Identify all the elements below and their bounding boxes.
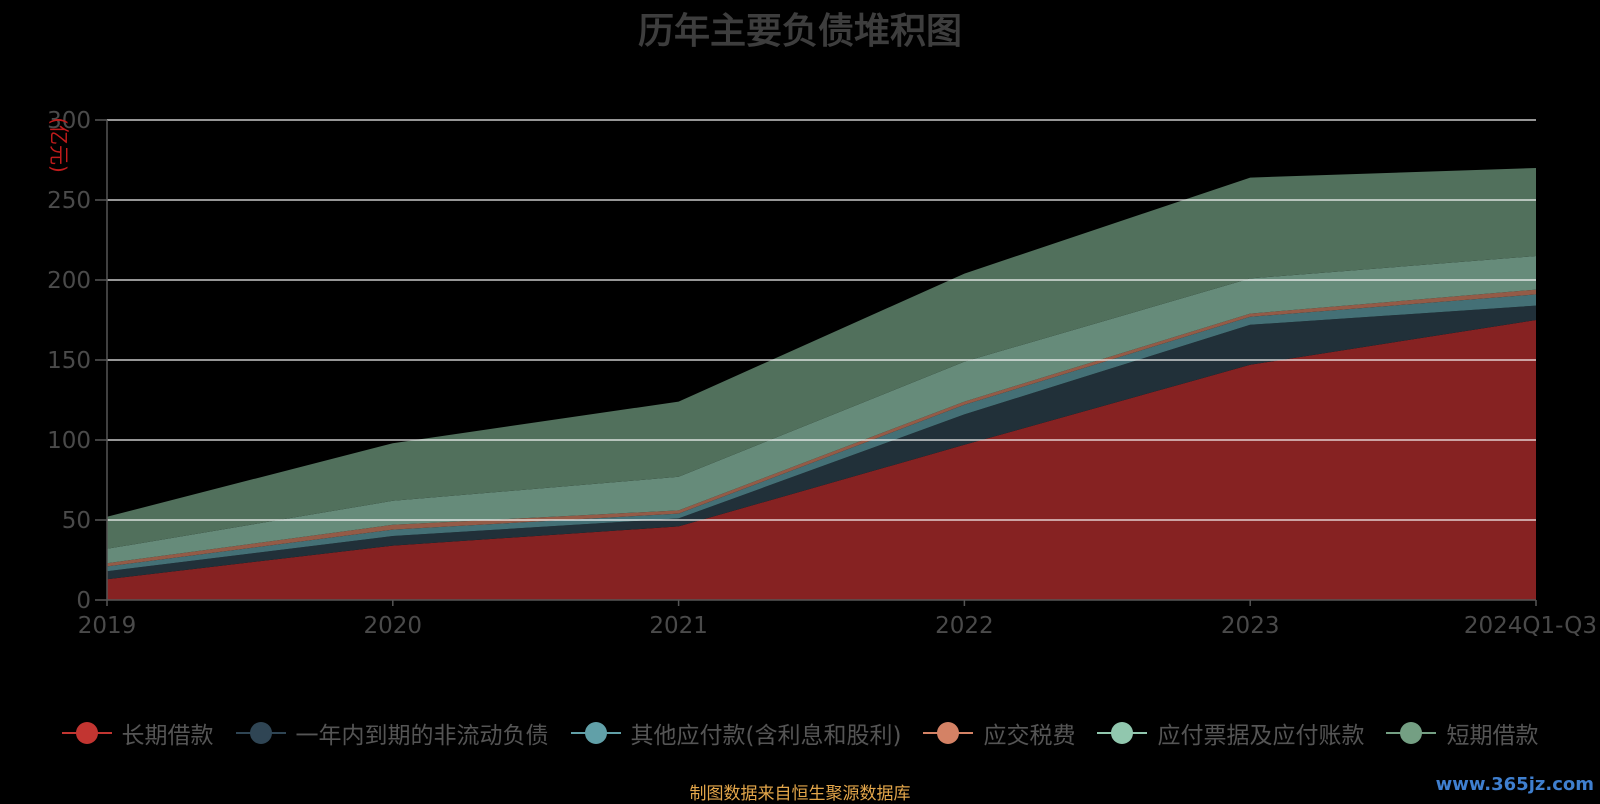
chart-title: 历年主要负债堆积图 xyxy=(637,11,962,52)
y-tick-label: 50 xyxy=(62,508,91,534)
legend-marker-icon xyxy=(923,721,974,745)
legend-label: 其他应付款(含利息和股利) xyxy=(630,723,902,749)
y-tick-label: 300 xyxy=(47,108,91,134)
area-series-4 xyxy=(107,256,1536,564)
grid-layer xyxy=(107,119,1536,521)
axis-layer: 0 50 100 150 200 250 300 2019 2020 2021 2022 2023 20… xyxy=(47,108,1597,639)
x-tick-label: 2019 xyxy=(78,613,137,639)
watermark: www.365jz.com xyxy=(1435,774,1594,795)
legend-marker-icon xyxy=(61,721,112,745)
x-tick-label: 2023 xyxy=(1221,613,1280,639)
legend-item[interactable]: 一年内到期的非流动负债 xyxy=(235,716,549,750)
legend: 长期借款 一年内到期的非流动负债 其他应付款(含利息和股利) 应交税费 应付票据及应付账… xyxy=(0,716,1600,750)
legend-item[interactable]: 其他应付款(含利息和股利) xyxy=(570,716,902,750)
legend-label: 短期借款 xyxy=(1446,723,1539,749)
y-tick-label: 100 xyxy=(47,428,91,454)
area-series-5 xyxy=(107,168,1536,549)
legend-item[interactable]: 应付票据及应付账款 xyxy=(1097,716,1364,750)
legend-label: 长期借款 xyxy=(121,723,214,749)
legend-marker-icon xyxy=(1386,721,1437,745)
x-tick-label: 2022 xyxy=(935,613,994,639)
x-tick-label: 2024Q1-Q3 xyxy=(1464,613,1597,639)
y-tick-label: 250 xyxy=(47,188,91,214)
legend-item[interactable]: 短期借款 xyxy=(1386,716,1538,750)
x-tick-label: 2021 xyxy=(649,613,708,639)
legend-marker-icon xyxy=(235,721,286,745)
legend-label: 一年内到期的非流动负债 xyxy=(295,723,549,749)
unit-label: (亿元) xyxy=(47,117,71,173)
legend-marker-icon xyxy=(570,721,621,745)
y-tick-label: 150 xyxy=(47,348,91,374)
area-series-1 xyxy=(107,305,1536,580)
legend-marker-icon xyxy=(1097,721,1148,745)
y-tick-label: 200 xyxy=(47,268,91,294)
source-note: 制图数据来自恒生聚源数据库 xyxy=(689,784,911,804)
legend-item[interactable]: 应交税费 xyxy=(923,716,1075,750)
legend-item[interactable]: 长期借款 xyxy=(61,716,214,750)
y-tick-label: 0 xyxy=(76,588,91,614)
legend-label: 应交税费 xyxy=(983,723,1076,749)
area-series-0 xyxy=(107,320,1536,600)
x-tick-label: 2020 xyxy=(364,613,423,639)
areas-layer xyxy=(107,168,1536,600)
legend-label: 应付票据及应付账款 xyxy=(1157,723,1365,749)
